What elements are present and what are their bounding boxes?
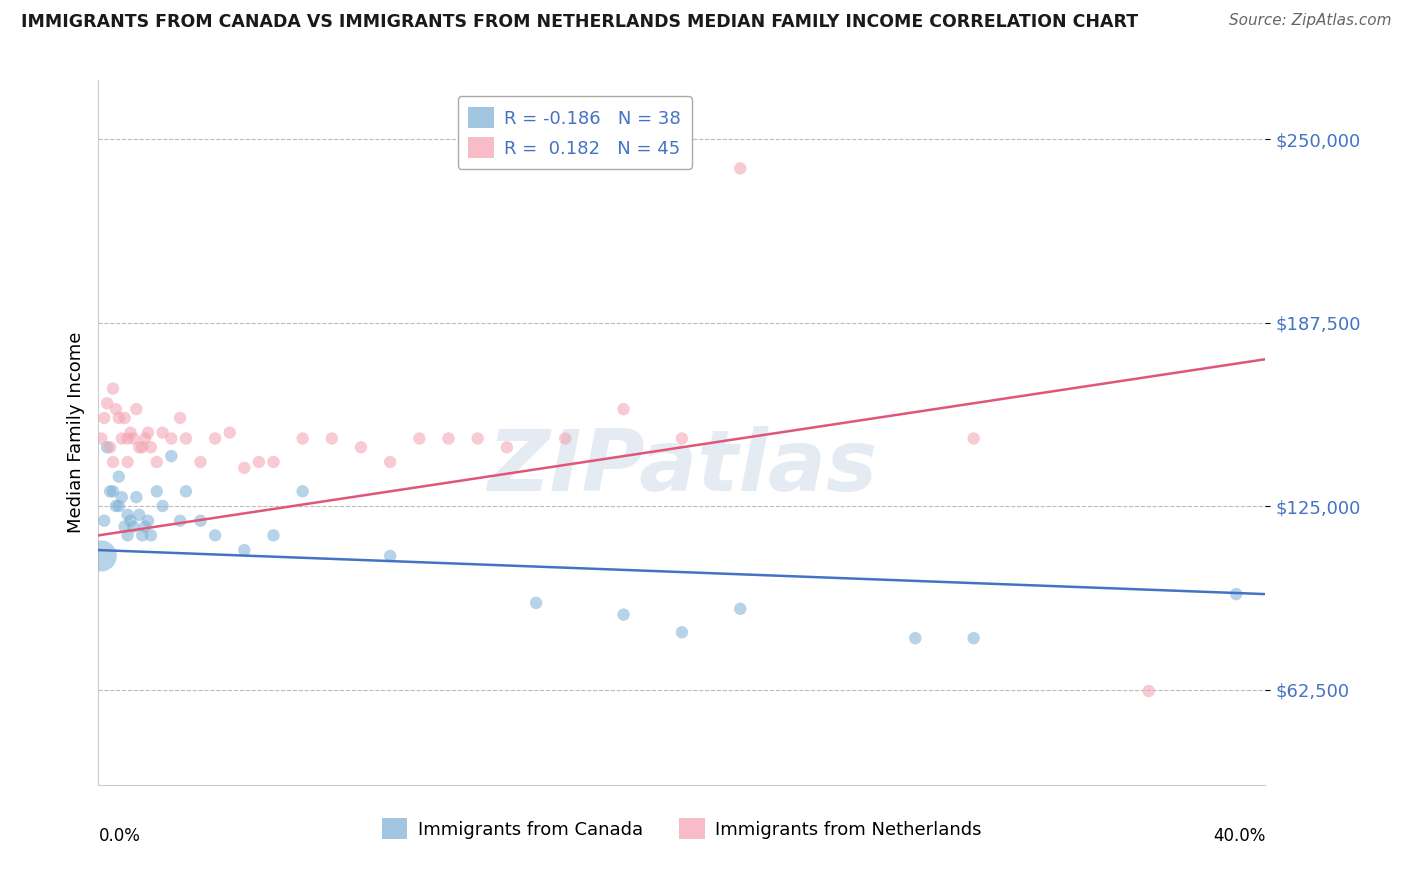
Point xyxy=(104,402,127,417)
Point xyxy=(962,631,984,645)
Point xyxy=(136,514,159,528)
Point xyxy=(262,528,284,542)
Point xyxy=(131,528,153,542)
Text: IMMIGRANTS FROM CANADA VS IMMIGRANTS FROM NETHERLANDS MEDIAN FAMILY INCOME CORRE: IMMIGRANTS FROM CANADA VS IMMIGRANTS FRO… xyxy=(21,13,1139,31)
Point xyxy=(291,484,314,499)
Point xyxy=(117,528,139,542)
Point xyxy=(233,460,256,475)
Text: ZIPatlas: ZIPatlas xyxy=(486,426,877,509)
Point xyxy=(125,402,148,417)
Point xyxy=(218,425,240,440)
Point xyxy=(291,432,314,446)
Point xyxy=(122,432,145,446)
Point xyxy=(190,455,212,469)
Point xyxy=(671,432,693,446)
Point xyxy=(104,499,127,513)
Point xyxy=(98,440,121,454)
Point xyxy=(1225,587,1247,601)
Point xyxy=(108,469,131,483)
Point xyxy=(122,519,145,533)
Point xyxy=(128,508,150,522)
Point xyxy=(125,490,148,504)
Point xyxy=(101,455,124,469)
Point xyxy=(131,440,153,454)
Point xyxy=(111,490,134,504)
Point xyxy=(730,161,752,176)
Legend: Immigrants from Canada, Immigrants from Netherlands: Immigrants from Canada, Immigrants from … xyxy=(375,811,988,847)
Point xyxy=(321,432,343,446)
Point xyxy=(437,432,460,446)
Point xyxy=(554,432,576,446)
Text: 0.0%: 0.0% xyxy=(98,827,141,846)
Point xyxy=(139,528,162,542)
Point xyxy=(93,411,115,425)
Point xyxy=(671,625,693,640)
Point xyxy=(152,499,174,513)
Point xyxy=(233,543,256,558)
Point xyxy=(612,607,634,622)
Point xyxy=(117,432,139,446)
Point xyxy=(108,411,131,425)
Point xyxy=(136,425,159,440)
Point xyxy=(204,528,226,542)
Point xyxy=(128,440,150,454)
Point xyxy=(139,440,162,454)
Point xyxy=(96,440,118,454)
Point xyxy=(146,484,169,499)
Point xyxy=(146,455,169,469)
Point xyxy=(612,402,634,417)
Point xyxy=(101,382,124,396)
Point xyxy=(90,432,112,446)
Point xyxy=(496,440,519,454)
Point xyxy=(152,425,174,440)
Point xyxy=(117,455,139,469)
Point xyxy=(120,514,142,528)
Point xyxy=(408,432,430,446)
Point xyxy=(467,432,489,446)
Point xyxy=(160,432,183,446)
Point xyxy=(204,432,226,446)
Point xyxy=(101,484,124,499)
Text: 40.0%: 40.0% xyxy=(1213,827,1265,846)
Point xyxy=(524,596,547,610)
Point xyxy=(1137,684,1160,698)
Point xyxy=(93,514,115,528)
Point xyxy=(160,449,183,463)
Point xyxy=(169,411,191,425)
Point xyxy=(904,631,927,645)
Point xyxy=(98,484,121,499)
Point xyxy=(134,519,156,533)
Point xyxy=(169,514,191,528)
Point xyxy=(174,484,197,499)
Point xyxy=(262,455,284,469)
Point xyxy=(114,519,136,533)
Point xyxy=(962,432,984,446)
Point xyxy=(96,396,118,410)
Text: Source: ZipAtlas.com: Source: ZipAtlas.com xyxy=(1229,13,1392,29)
Point xyxy=(350,440,373,454)
Point xyxy=(90,549,112,563)
Point xyxy=(108,499,131,513)
Point xyxy=(380,455,402,469)
Point xyxy=(380,549,402,563)
Point xyxy=(120,425,142,440)
Point xyxy=(111,432,134,446)
Point xyxy=(117,508,139,522)
Point xyxy=(247,455,270,469)
Point xyxy=(134,432,156,446)
Point xyxy=(730,601,752,615)
Y-axis label: Median Family Income: Median Family Income xyxy=(66,332,84,533)
Point xyxy=(190,514,212,528)
Point xyxy=(114,411,136,425)
Point xyxy=(174,432,197,446)
